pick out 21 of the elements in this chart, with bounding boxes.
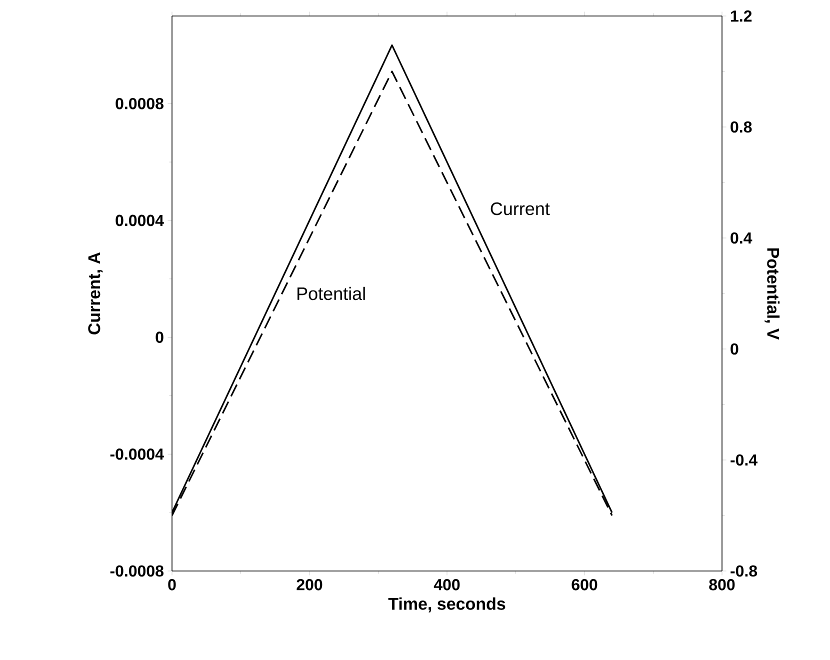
y2-tick-label: 0.8 [730,121,752,133]
y-tick-label: 0.0004 [116,214,164,226]
series-label: Potential [298,286,365,300]
x-axis-title: Time, seconds [388,597,506,612]
x-tick-label: 800 [709,578,735,590]
y-tick-label: 0 [156,332,164,343]
y2-axis-title: Potential, V [764,248,780,340]
series-label: Current [490,202,550,216]
y-axis-title: Current, A [88,252,103,334]
x-tick-label: 600 [572,578,598,590]
y-tick-label: -0.0004 [110,448,164,460]
y2-tick-label: 1.2 [731,10,752,22]
y-tick-label: 0.0008 [116,98,164,110]
x-tick-label: 200 [296,578,322,590]
x-tick-label: 400 [434,578,460,590]
y2-tick-label: -0.8 [730,565,758,577]
y-tick-label: -0.0008 [110,565,164,577]
x-tick-label: 0 [168,578,176,590]
y2-tick-label: 0.4 [730,232,752,244]
y2-tick-label: 0 [730,343,738,355]
y2-tick-label: -0.4 [730,454,758,466]
